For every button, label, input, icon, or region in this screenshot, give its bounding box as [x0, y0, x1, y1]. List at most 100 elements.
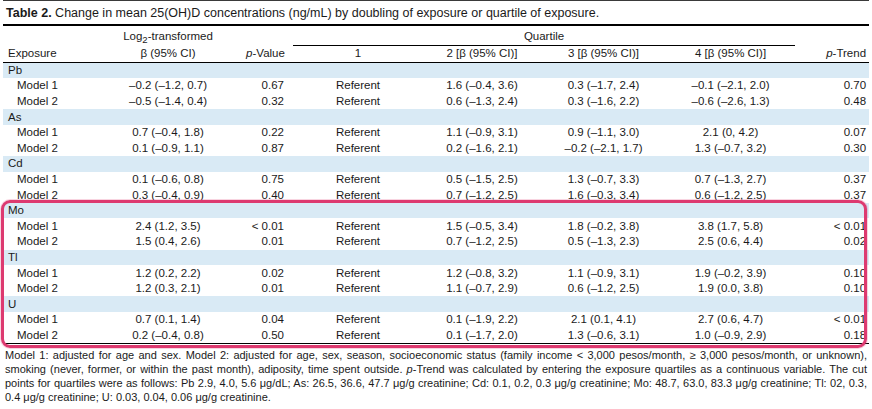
quartile-3-cell: 2.1 (0.1, 4.1) [541, 312, 666, 328]
model-row: Model 2–0.5 (–1.4, 0.4)0.32Referent0.6 (… [3, 94, 869, 110]
p-trend-cell: 0.70 [795, 78, 869, 94]
p-value-cell: 0.01 [238, 281, 293, 297]
quartile-2-cell: 0.2 (–1.6, 2.1) [423, 140, 541, 156]
model-row: Model 1–0.2 (–1.2, 0.7)0.67Referent1.6 (… [3, 78, 869, 94]
p-value-text: -Value [253, 47, 285, 59]
model-row: Model 21.5 (0.4, 2.6)0.01Referent0.7 (–1… [3, 234, 869, 250]
quartile-4-cell: 3.8 (1.7, 5.8) [666, 218, 795, 234]
model-row: Model 20.3 (–0.4, 0.9)0.40Referent0.7 (–… [3, 187, 869, 203]
quartile-1-cell: Referent [293, 281, 423, 297]
group-label: U [3, 296, 869, 312]
p-value-cell: 0.22 [238, 125, 293, 141]
p-value-cell: < 0.01 [238, 218, 293, 234]
p-trend-cell: 0.37 [795, 187, 869, 203]
group-row-Mo: Mo [3, 203, 869, 219]
model-row: Model 10.7 (–0.4, 1.8)0.22Referent1.1 (–… [3, 125, 869, 141]
quartile-4-cell: –0.1 (–2.1, 2.0) [666, 78, 795, 94]
quartile-3-cell: 0.3 (–1.6, 2.2) [541, 94, 666, 110]
table-2-page: Table 2. Change in mean 25(OH)D concentr… [0, 0, 872, 409]
model-row: Model 10.1 (–0.6, 0.8)0.75Referent0.5 (–… [3, 172, 869, 188]
col-header-quartile-3: 3 [β (95% CI)] [541, 45, 666, 62]
quartile-4-cell: 1.9 (0.0, 3.8) [666, 281, 795, 297]
model-label: Model 2 [3, 187, 98, 203]
log2-beta-cell: 1.5 (0.4, 2.6) [98, 234, 238, 250]
quartile-4-cell: 2.7 (0.6, 4.7) [666, 312, 795, 328]
log2-beta-cell: 0.1 (–0.6, 0.8) [98, 172, 238, 188]
model-row: Model 20.2 (–0.4, 0.8)0.50Referent0.1 (–… [3, 328, 869, 344]
p-trend-cell: 0.37 [795, 172, 869, 188]
quartile-3-cell: 1.3 (–0.7, 3.3) [541, 172, 666, 188]
p-trend-cell: < 0.01 [795, 218, 869, 234]
quartile-2-cell: 1.1 (–0.7, 2.9) [423, 281, 541, 297]
quartile-1-cell: Referent [293, 187, 423, 203]
model-label: Model 1 [3, 172, 98, 188]
group-row-Cd: Cd [3, 156, 869, 172]
quartile-3-cell: 0.6 (–1.2, 2.5) [541, 281, 666, 297]
quartile-3-cell: 1.1 (–0.9, 3.1) [541, 265, 666, 281]
log2-beta-cell: 0.1 (–0.9, 1.1) [98, 140, 238, 156]
quartile-2-cell: 0.5 (–1.5, 2.5) [423, 172, 541, 188]
model-label: Model 1 [3, 78, 98, 94]
quartile-1-cell: Referent [293, 218, 423, 234]
p-value-cell: 0.67 [238, 78, 293, 94]
beta-ci-text: β (95% CI) [140, 47, 195, 59]
quartile-3-cell: 0.5 (–1.3, 2.3) [541, 234, 666, 250]
quartile-1-cell: Referent [293, 312, 423, 328]
table-title: Table 2. Change in mean 25(OH)D concentr… [3, 0, 869, 26]
p-value-cell: 0.40 [238, 187, 293, 203]
table-footnote: Model 1: adjusted for age and sex. Model… [3, 347, 869, 404]
quartile-4-cell: 2.5 (0.6, 4.4) [666, 234, 795, 250]
log2-beta-cell: 0.7 (–0.4, 1.8) [98, 125, 238, 141]
model-row: Model 20.1 (–0.9, 1.1)0.87Referent0.2 (–… [3, 140, 869, 156]
model-label: Model 1 [3, 312, 98, 328]
model-label: Model 2 [3, 140, 98, 156]
p-trend-cell: 0.18 [795, 328, 869, 344]
quartile-4-cell: 1.3 (–0.7, 3.2) [666, 140, 795, 156]
quartile-4-cell: 2.1 (0, 4.2) [666, 125, 795, 141]
group-row-U: U [3, 296, 869, 312]
model-row: Model 10.7 (0.1, 1.4)0.04Referent0.1 (–1… [3, 312, 869, 328]
quartile-2-cell: 1.5 (–0.5, 3.4) [423, 218, 541, 234]
col-header-p-value: p-Value [238, 26, 293, 62]
group-row-Pb: Pb [3, 62, 869, 78]
model-row: Model 12.4 (1.2, 3.5)< 0.01Referent1.5 (… [3, 218, 869, 234]
quartile-3-cell: 1.6 (–0.3, 3.4) [541, 187, 666, 203]
p-value-cell: 0.32 [238, 94, 293, 110]
p-value-cell: 0.50 [238, 328, 293, 344]
log2-text: Log [123, 30, 142, 42]
quartile-1-cell: Referent [293, 172, 423, 188]
quartile-1-cell: Referent [293, 234, 423, 250]
model-label: Model 2 [3, 328, 98, 344]
quartile-2-cell: 1.1 (–0.9, 3.1) [423, 125, 541, 141]
quartile-3-cell: 1.3 (–0.6, 3.1) [541, 328, 666, 344]
col-header-log2-beta: Log2-transformedβ (95% CI) [98, 26, 238, 62]
model-label: Model 1 [3, 218, 98, 234]
col-header-quartile-4: 4 [β (95% CI)] [666, 45, 795, 62]
model-label: Model 2 [3, 94, 98, 110]
group-label: Mo [3, 203, 869, 219]
log2-beta-cell: 0.7 (0.1, 1.4) [98, 312, 238, 328]
p-value-cell: 0.02 [238, 265, 293, 281]
p-value-cell: 0.01 [238, 234, 293, 250]
group-row-Tl: Tl [3, 250, 869, 266]
quartile-1-cell: Referent [293, 78, 423, 94]
col-header-quartile-2: 2 [β (95% CI)] [423, 45, 541, 62]
quartile-3-cell: 1.8 (–0.2, 3.8) [541, 218, 666, 234]
quartile-2-cell: 0.1 (–1.9, 2.2) [423, 312, 541, 328]
quartile-1-cell: Referent [293, 140, 423, 156]
quartile-1-cell: Referent [293, 94, 423, 110]
quartile-3-cell: 0.3 (–1.7, 2.4) [541, 78, 666, 94]
p-trend-cell: 0.10 [795, 281, 869, 297]
p-value-cell: 0.75 [238, 172, 293, 188]
model-label: Model 2 [3, 234, 98, 250]
quartile-1-cell: Referent [293, 125, 423, 141]
model-row: Model 11.2 (0.2, 2.2)0.02Referent1.2 (–0… [3, 265, 869, 281]
group-label: Pb [3, 62, 869, 78]
log2-beta-cell: –0.5 (–1.4, 0.4) [98, 94, 238, 110]
p-trend-cell: 0.02 [795, 234, 869, 250]
log2-beta-cell: 1.2 (0.3, 2.1) [98, 281, 238, 297]
group-label: Tl [3, 250, 869, 266]
quartile-4-cell: 0.6 (–1.2, 2.5) [666, 187, 795, 203]
quartile-1-cell: Referent [293, 265, 423, 281]
log2-beta-cell: –0.2 (–1.2, 0.7) [98, 78, 238, 94]
